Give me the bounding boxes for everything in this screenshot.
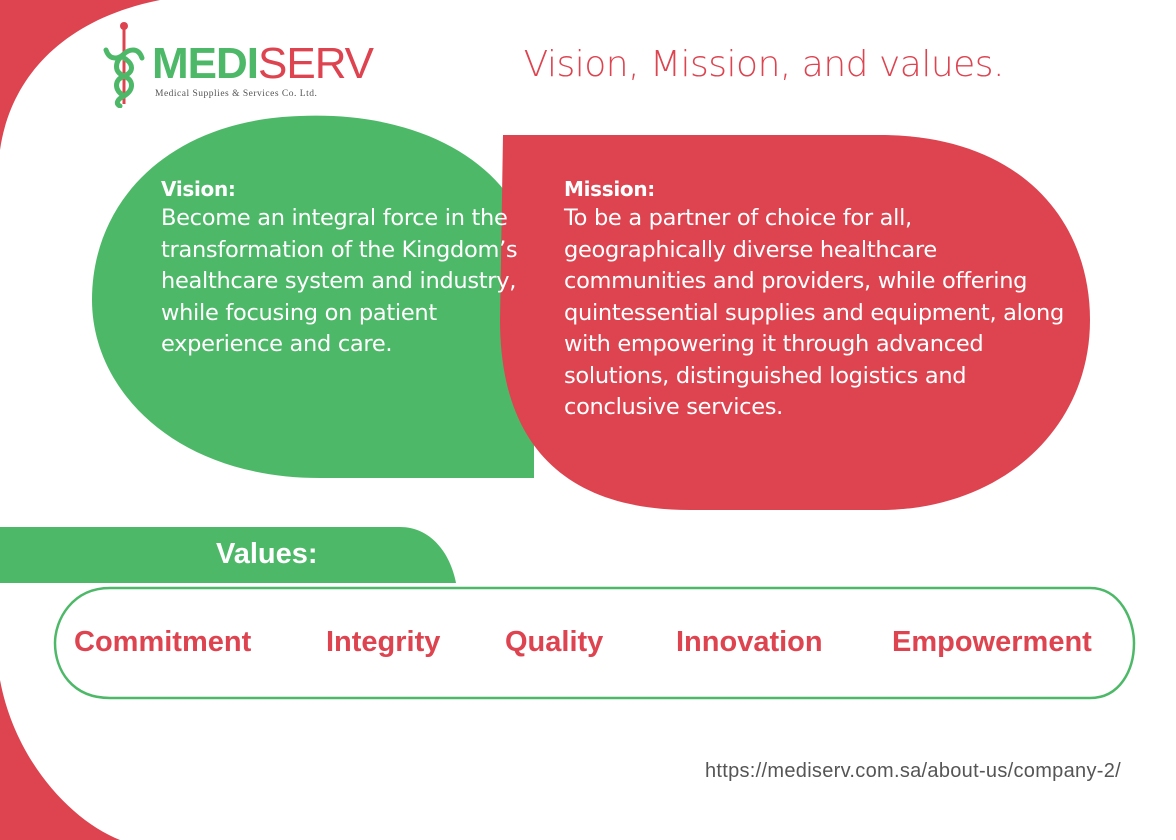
brand-tagline: Medical Supplies & Services Co. Ltd. — [155, 89, 318, 99]
values-tab-shape — [0, 527, 456, 583]
values-frame-shape — [53, 586, 1136, 700]
brand-logo: MEDISERV Medical Supplies & Services Co.… — [100, 20, 374, 110]
brand-name: MEDISERV — [152, 39, 374, 88]
source-url: https://mediserv.com.sa/about-us/company… — [704, 760, 1121, 782]
values-heading: Values: — [216, 538, 318, 570]
page-title: Vision, Mission, and values. — [523, 44, 1005, 85]
value-innovation: Innovation — [676, 626, 823, 658]
brand-name-serv: SERV — [258, 39, 374, 88]
mission-body: To be a partner of choice for all, geogr… — [564, 205, 1064, 420]
mission-heading: Mission: — [564, 177, 655, 201]
value-integrity: Integrity — [326, 626, 441, 658]
vision-card-shape — [92, 115, 534, 478]
mission-card: Mission: To be a partner of choice for a… — [564, 175, 1064, 424]
caduceus-icon — [103, 22, 145, 108]
mission-card-shape — [500, 135, 1090, 510]
vision-heading: Vision: — [161, 177, 236, 201]
vision-card: Vision: Become an integral force in the … — [161, 175, 521, 361]
value-commitment: Commitment — [74, 626, 252, 658]
value-empowerment: Empowerment — [892, 626, 1092, 658]
brand-name-medi: MEDI — [152, 39, 259, 88]
value-quality: Quality — [505, 626, 604, 658]
vision-body: Become an integral force in the transfor… — [161, 205, 518, 357]
